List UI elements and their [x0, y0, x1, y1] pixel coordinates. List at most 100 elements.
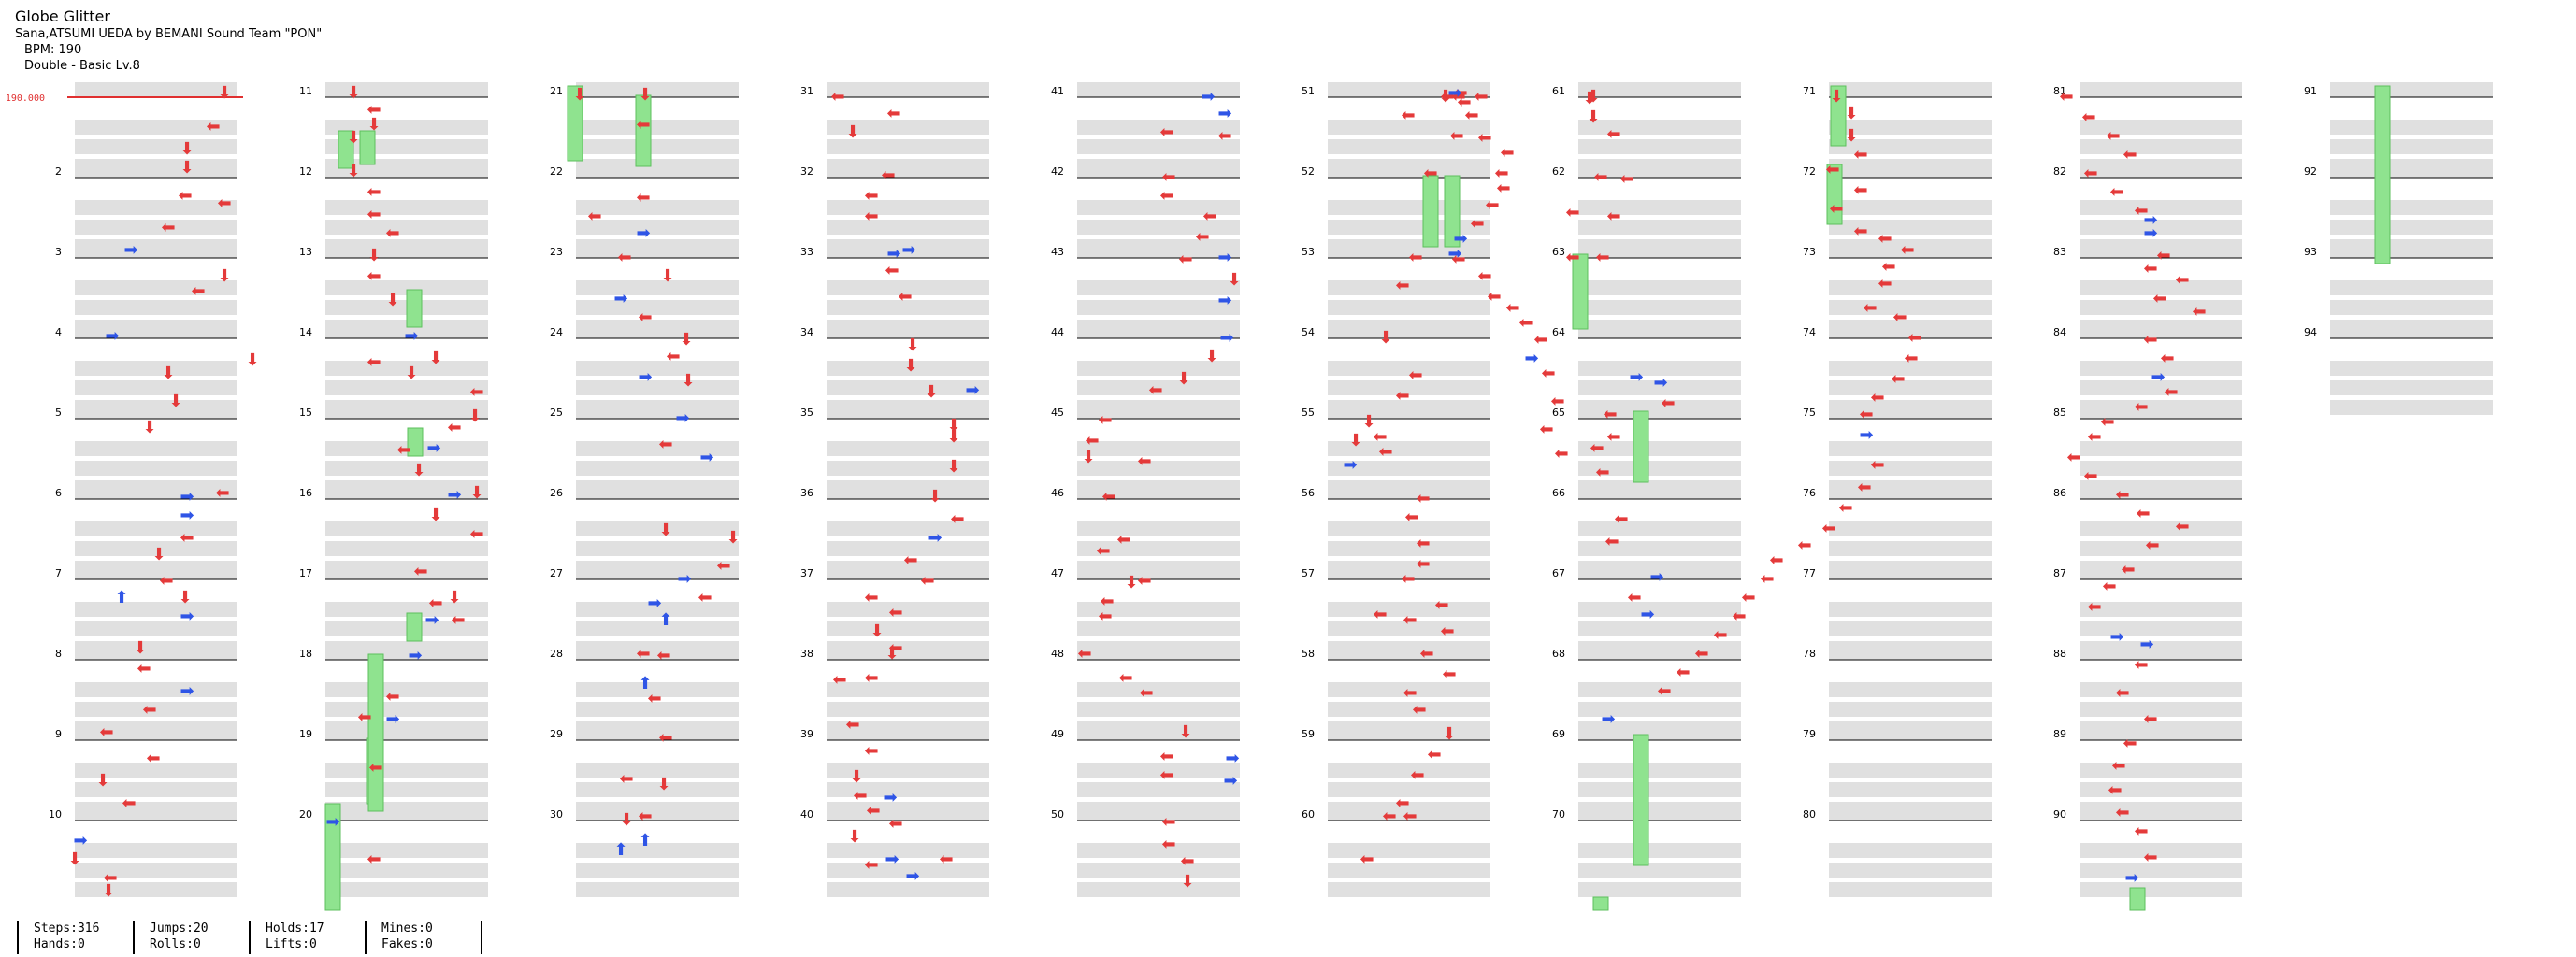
measure-number: 75 — [1803, 407, 1816, 419]
beat-stripe — [1829, 564, 1992, 579]
step-arrow: ⬇ — [1176, 369, 1190, 389]
beat-stripe — [1077, 806, 1240, 821]
beat-stripe — [1328, 441, 1490, 456]
measure-number: 85 — [2053, 407, 2066, 419]
step-arrow: ⬅ — [1518, 313, 1533, 333]
measure-number: 82 — [2053, 165, 2066, 178]
step-arrow: ⬅ — [1419, 644, 1433, 664]
step-arrow: ⬅ — [1360, 850, 1374, 869]
stats-col-holds: Holds:17 Lifts:0 — [251, 921, 367, 954]
beat-stripe — [1829, 541, 1992, 556]
measure-number: 54 — [1302, 326, 1315, 338]
beat-stripe — [2080, 404, 2242, 419]
step-arrow: ➡ — [180, 681, 194, 701]
beat-stripe — [2080, 621, 2242, 636]
step-arrow: ⬅ — [367, 182, 381, 202]
beat-stripe — [576, 441, 739, 456]
step-arrow: ⬅ — [1085, 431, 1099, 450]
step-arrow: ⬇ — [681, 371, 695, 391]
step-arrow: ➡ — [675, 408, 689, 428]
step-arrow: ⬅ — [1440, 87, 1454, 107]
beat-stripe — [2080, 541, 2242, 556]
step-arrow: ⬅ — [396, 440, 410, 460]
beat-stripe — [2330, 323, 2493, 338]
beat-stripe — [1578, 682, 1741, 697]
step-arrow: ⬇ — [679, 330, 693, 350]
step-arrow: ⬅ — [1904, 349, 1918, 368]
beat-stripe — [1328, 139, 1490, 154]
measure-number: 27 — [550, 567, 563, 579]
step-arrow: ⬇ — [469, 483, 483, 503]
beat-stripe — [1578, 602, 1741, 617]
step-arrow: ⬅ — [1769, 550, 1783, 570]
beat-stripe — [1578, 361, 1741, 376]
step-arrow: ⬅ — [1101, 487, 1115, 507]
beat-stripe — [75, 602, 237, 617]
step-arrow: ⬅ — [885, 261, 899, 280]
step-arrow: ⬅ — [367, 352, 381, 372]
measure-number: 92 — [2304, 165, 2317, 178]
step-arrow: ⬅ — [2100, 412, 2114, 432]
step-arrow: ➡ — [73, 831, 87, 850]
step-arrow: ⬇ — [928, 487, 942, 507]
artist-line: Sana,ATSUMI UEDA by BEMANI Sound Team "P… — [15, 27, 323, 41]
step-arrow: ⬇ — [428, 349, 442, 368]
step-arrow: ⬇ — [385, 291, 399, 310]
step-arrow: ⬅ — [1857, 478, 1871, 497]
step-arrow: ➡ — [1223, 771, 1237, 791]
measure-number: 2 — [55, 165, 62, 178]
beat-stripe — [2330, 280, 2493, 295]
measure-number: 93 — [2304, 246, 2317, 258]
beat-stripe — [1077, 682, 1240, 697]
beat-stripe — [1328, 380, 1490, 395]
beat-stripe — [75, 441, 237, 456]
step-arrow: ⬅ — [1423, 164, 1437, 183]
beat-stripe — [1829, 645, 1992, 660]
beat-stripe — [2330, 220, 2493, 235]
step-arrow: ⬅ — [2083, 164, 2097, 183]
step-arrow: ⬇ — [1442, 724, 1456, 744]
measure-number: 70 — [1552, 808, 1565, 821]
beat-stripe — [1077, 461, 1240, 476]
step-arrow: ⬅ — [1451, 87, 1465, 107]
measure-number: 44 — [1051, 326, 1064, 338]
step-arrow: ⬅ — [1477, 128, 1491, 148]
measure-number: 81 — [2053, 85, 2066, 97]
beat-stripe — [2080, 200, 2242, 215]
step-arrow: ⬅ — [1565, 248, 1579, 267]
beat-stripe — [576, 200, 739, 215]
beat-stripe — [827, 461, 989, 476]
step-arrow: ⬅ — [1159, 765, 1173, 785]
step-arrow: ⬅ — [2145, 536, 2159, 555]
step-arrow: ⬅ — [1606, 207, 1620, 226]
beat-stripe — [1328, 702, 1490, 717]
step-arrow: ⬅ — [161, 218, 175, 237]
step-arrow: ⬇ — [1180, 872, 1194, 892]
beat-stripe — [75, 725, 237, 740]
beat-stripe — [1829, 725, 1992, 740]
step-arrow: ⬅ — [1096, 541, 1110, 561]
step-arrow: ⬅ — [888, 638, 902, 658]
step-arrow: ⬅ — [1878, 274, 1892, 293]
measure-number: 33 — [800, 246, 813, 258]
step-arrow: ⬅ — [146, 749, 160, 768]
beat-stripe — [1578, 300, 1741, 315]
step-arrow: ⬅ — [1541, 364, 1555, 383]
measure-number: 14 — [299, 326, 312, 338]
step-arrow: ⬅ — [1395, 793, 1409, 813]
beat-stripe — [75, 621, 237, 636]
step-arrow: ⬅ — [1395, 276, 1409, 295]
step-arrow: ⬅ — [1077, 644, 1091, 664]
step-arrow: ⬅ — [1410, 765, 1424, 785]
step-arrow: ⬅ — [636, 188, 650, 207]
step-arrow: ➡ — [905, 866, 919, 886]
beat-stripe — [1328, 843, 1490, 858]
beat-stripe — [1829, 621, 1992, 636]
beat-stripe — [1328, 120, 1490, 135]
measure-number: 78 — [1803, 648, 1816, 660]
measure-number: 56 — [1302, 487, 1315, 499]
beat-stripe — [2330, 82, 2493, 97]
beat-stripe — [576, 163, 739, 178]
beat-stripe — [1578, 763, 1741, 778]
beat-stripe — [827, 200, 989, 215]
